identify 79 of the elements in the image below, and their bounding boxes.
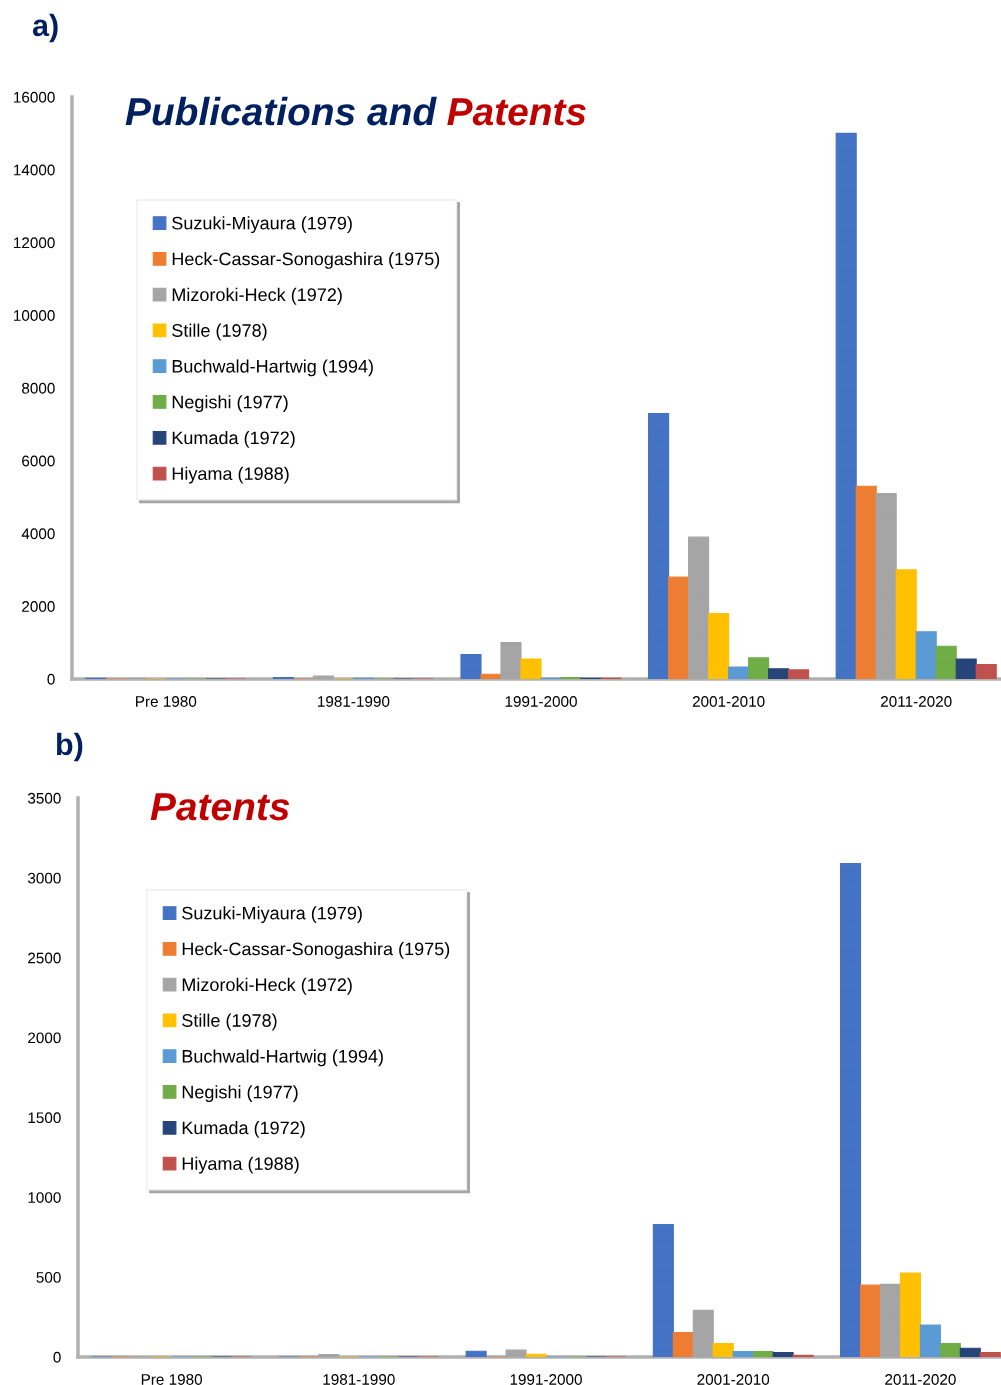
bar <box>480 673 502 679</box>
y-tick-label: 6000 <box>22 455 55 467</box>
legend-label: Buchwald-Hartwig (1994) <box>182 1049 383 1067</box>
y-tick-label: 14000 <box>14 164 55 176</box>
bar <box>672 1332 694 1357</box>
bar <box>460 654 482 679</box>
bar <box>648 412 670 679</box>
legend-label: Hiyama (1988) <box>172 466 289 484</box>
legend-label: Heck-Cassar-Sonogashira (1975) <box>172 252 440 269</box>
text: a) <box>32 13 58 43</box>
bar <box>840 862 862 1357</box>
bar <box>708 612 730 679</box>
y-tick-label: 2500 <box>28 952 61 964</box>
bar <box>855 485 877 679</box>
bar <box>788 669 810 679</box>
bar <box>975 663 997 679</box>
y-tick-label: 3000 <box>27 872 61 884</box>
chart-title: Patents <box>150 793 290 821</box>
x-tick-label: 1991-2000 <box>505 696 577 707</box>
legend-label: Suzuki-Miyaura (1979) <box>172 216 352 234</box>
legend-label: Kumada (1972) <box>172 430 295 448</box>
bar <box>915 631 937 679</box>
legend-label: Negishi (1977) <box>182 1085 298 1103</box>
bar <box>772 1351 794 1357</box>
bar <box>939 1343 961 1357</box>
bar <box>668 576 690 679</box>
y-tick-label: 2000 <box>28 1032 61 1044</box>
bar <box>525 1353 547 1357</box>
y-tick-label: 3500 <box>27 792 61 804</box>
y-tick-label: 8000 <box>22 382 55 394</box>
legend-label: Stille (1978) <box>182 1013 277 1031</box>
legend-label: Mizoroki-Heck (1972) <box>182 977 352 995</box>
legend-label: Buchwald-Hartwig (1994) <box>172 359 373 377</box>
bar <box>520 658 542 679</box>
bar <box>652 1223 674 1357</box>
bar <box>935 645 957 679</box>
text: b) <box>57 732 83 762</box>
bar <box>955 658 977 679</box>
bar <box>899 1272 921 1357</box>
x-tick-label: 2011-2020 <box>881 696 952 707</box>
bar <box>835 132 857 679</box>
y-tick-label: 0 <box>53 1351 61 1363</box>
x-tick-label: 1991-2000 <box>510 1374 582 1385</box>
legend-label: Suzuki-Miyaura (1979) <box>182 906 362 924</box>
x-tick-label: 2001-2010 <box>697 1374 770 1385</box>
bar <box>728 666 750 679</box>
x-tick-label: 1981-1990 <box>318 696 390 707</box>
bar <box>919 1324 941 1357</box>
y-tick-label: 4000 <box>21 528 55 540</box>
bar <box>712 1343 734 1357</box>
y-tick-label: 12000 <box>14 237 55 249</box>
chart-title: Publications and Patents <box>125 96 586 126</box>
bar <box>732 1351 754 1357</box>
x-tick-label: Pre 1980 <box>136 696 197 707</box>
y-tick-label: 1000 <box>28 1192 61 1203</box>
bar <box>748 657 770 679</box>
bar <box>752 1351 774 1357</box>
legend-label: Kumada (1972) <box>182 1120 305 1138</box>
y-tick-label: 1500 <box>28 1112 61 1124</box>
y-tick-label: 500 <box>36 1272 61 1283</box>
y-tick-label: 16000 <box>14 91 55 103</box>
bar <box>465 1350 487 1357</box>
y-tick-label: 2000 <box>22 601 55 612</box>
bar <box>768 668 790 679</box>
legend-label: Heck-Cassar-Sonogashira (1975) <box>182 942 450 959</box>
bar <box>979 1351 1001 1357</box>
x-tick-label: 2011-2020 <box>885 1374 956 1385</box>
legend-label: Negishi (1977) <box>172 395 288 413</box>
y-tick-label: 0 <box>47 673 55 685</box>
legend-label: Hiyama (1988) <box>182 1156 299 1174</box>
legend-label: Stille (1978) <box>172 323 267 341</box>
x-tick-label: 1981-1990 <box>323 1374 395 1385</box>
bar <box>859 1284 882 1357</box>
y-tick-label: 10000 <box>14 310 55 321</box>
x-tick-label: Pre 1980 <box>141 1374 203 1385</box>
legend-label: Mizoroki-Heck (1972) <box>172 287 342 305</box>
bar <box>959 1347 981 1357</box>
x-tick-label: 2001-2010 <box>692 696 765 707</box>
bar <box>895 569 917 679</box>
